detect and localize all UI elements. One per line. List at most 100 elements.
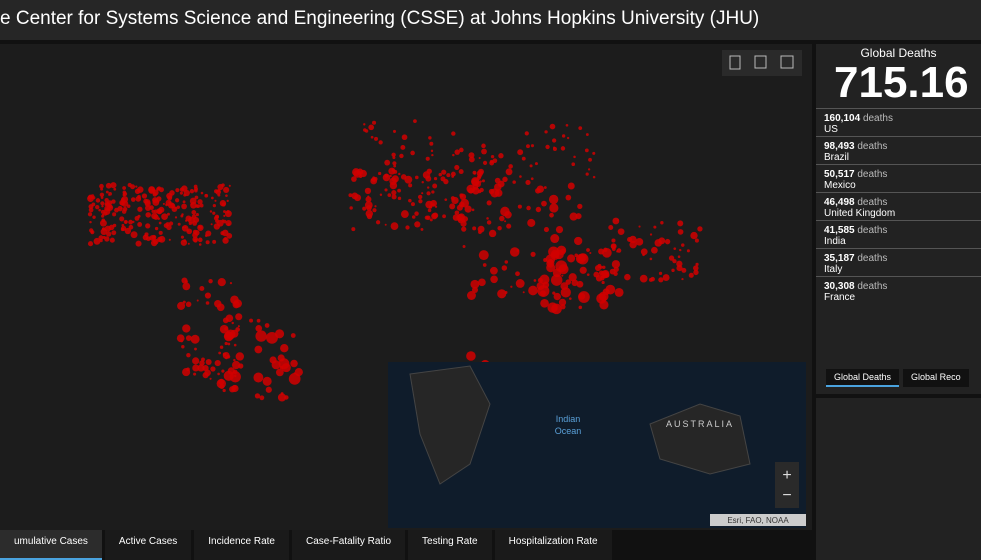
case-dot[interactable] xyxy=(158,230,163,235)
case-dot[interactable] xyxy=(134,188,141,195)
case-dot[interactable] xyxy=(197,199,203,205)
case-dot[interactable] xyxy=(259,395,265,401)
case-dot[interactable] xyxy=(156,187,159,191)
case-dot[interactable] xyxy=(111,230,117,236)
case-dot[interactable] xyxy=(99,183,104,189)
case-dot[interactable] xyxy=(127,182,132,188)
case-dot[interactable] xyxy=(425,200,434,209)
case-dot[interactable] xyxy=(589,252,592,255)
case-dot[interactable] xyxy=(522,291,525,294)
case-dot[interactable] xyxy=(280,392,284,395)
case-dot[interactable] xyxy=(552,268,562,278)
case-dot[interactable] xyxy=(130,197,136,202)
case-dot[interactable] xyxy=(467,291,476,300)
case-dot[interactable] xyxy=(410,202,415,207)
case-dot[interactable] xyxy=(174,206,177,210)
case-dot[interactable] xyxy=(229,386,236,393)
case-dot[interactable] xyxy=(187,242,190,245)
case-dot[interactable] xyxy=(208,278,213,284)
case-dot[interactable] xyxy=(433,177,438,181)
case-dot[interactable] xyxy=(128,219,133,225)
case-dot[interactable] xyxy=(515,271,520,277)
case-dot[interactable] xyxy=(375,220,381,225)
case-dot[interactable] xyxy=(100,187,104,191)
case-dot[interactable] xyxy=(517,204,522,209)
case-dot[interactable] xyxy=(262,376,272,386)
case-dot[interactable] xyxy=(199,203,204,208)
case-dot[interactable] xyxy=(213,215,219,221)
case-dot[interactable] xyxy=(481,148,487,155)
case-dot[interactable] xyxy=(686,249,690,253)
case-dot[interactable] xyxy=(401,134,408,141)
case-dot[interactable] xyxy=(565,194,572,201)
case-dot[interactable] xyxy=(185,219,188,222)
case-dot[interactable] xyxy=(486,200,492,206)
case-dot[interactable] xyxy=(176,334,185,343)
case-dot[interactable] xyxy=(553,292,561,301)
case-dot[interactable] xyxy=(91,231,94,234)
case-dot[interactable] xyxy=(400,174,407,180)
case-dot[interactable] xyxy=(191,209,197,215)
case-dot[interactable] xyxy=(525,179,531,186)
case-dot[interactable] xyxy=(249,318,254,323)
case-dot[interactable] xyxy=(429,218,433,222)
case-dot[interactable] xyxy=(365,196,372,203)
case-dot[interactable] xyxy=(226,199,229,203)
case-dot[interactable] xyxy=(183,239,187,243)
case-dot[interactable] xyxy=(102,235,106,239)
case-dot[interactable] xyxy=(112,212,117,217)
case-dot[interactable] xyxy=(693,269,699,276)
case-dot[interactable] xyxy=(392,156,396,160)
case-dot[interactable] xyxy=(389,181,398,190)
case-dot[interactable] xyxy=(408,183,413,188)
case-dot[interactable] xyxy=(210,366,216,372)
case-dot[interactable] xyxy=(374,205,377,208)
case-dot[interactable] xyxy=(505,168,513,176)
case-dot[interactable] xyxy=(677,220,684,227)
case-dot[interactable] xyxy=(599,300,609,310)
case-dot[interactable] xyxy=(574,236,583,246)
case-dot[interactable] xyxy=(92,196,96,200)
case-dot[interactable] xyxy=(113,187,117,191)
case-dot[interactable] xyxy=(613,266,619,273)
case-dot[interactable] xyxy=(413,119,417,124)
case-dot[interactable] xyxy=(677,229,684,235)
case-dot[interactable] xyxy=(627,236,633,243)
case-dot[interactable] xyxy=(254,393,261,399)
case-dot[interactable] xyxy=(486,220,492,225)
case-dot[interactable] xyxy=(537,277,543,283)
case-dot[interactable] xyxy=(530,144,535,148)
case-dot[interactable] xyxy=(196,299,199,302)
case-dot[interactable] xyxy=(478,278,486,287)
case-dot[interactable] xyxy=(174,216,178,219)
case-dot[interactable] xyxy=(660,221,664,225)
case-dot[interactable] xyxy=(148,186,156,193)
case-dot[interactable] xyxy=(157,200,160,203)
case-dot[interactable] xyxy=(198,243,202,246)
tab[interactable]: umulative Cases xyxy=(0,530,102,560)
case-dot[interactable] xyxy=(230,295,239,304)
case-dot[interactable] xyxy=(653,225,657,229)
case-dot[interactable] xyxy=(391,194,397,200)
tab[interactable]: Active Cases xyxy=(104,530,192,560)
case-dot[interactable] xyxy=(571,279,579,287)
case-dot[interactable] xyxy=(124,220,128,224)
case-dot[interactable] xyxy=(693,265,699,271)
case-dot[interactable] xyxy=(512,180,516,184)
case-dot[interactable] xyxy=(638,225,641,228)
case-dot[interactable] xyxy=(536,185,545,193)
death-item[interactable]: 160,104 deaths US xyxy=(816,108,981,136)
case-dot[interactable] xyxy=(540,290,546,297)
case-dot[interactable] xyxy=(452,153,455,157)
case-dot[interactable] xyxy=(470,279,480,289)
case-dot[interactable] xyxy=(414,211,419,216)
case-dot[interactable] xyxy=(194,195,199,200)
case-dot[interactable] xyxy=(144,232,149,237)
case-dot[interactable] xyxy=(389,174,392,178)
case-dot[interactable] xyxy=(130,231,138,239)
case-dot[interactable] xyxy=(460,198,470,208)
case-dot[interactable] xyxy=(158,235,166,243)
case-dot[interactable] xyxy=(181,185,188,192)
case-dot[interactable] xyxy=(199,360,205,366)
case-dot[interactable] xyxy=(153,209,158,214)
